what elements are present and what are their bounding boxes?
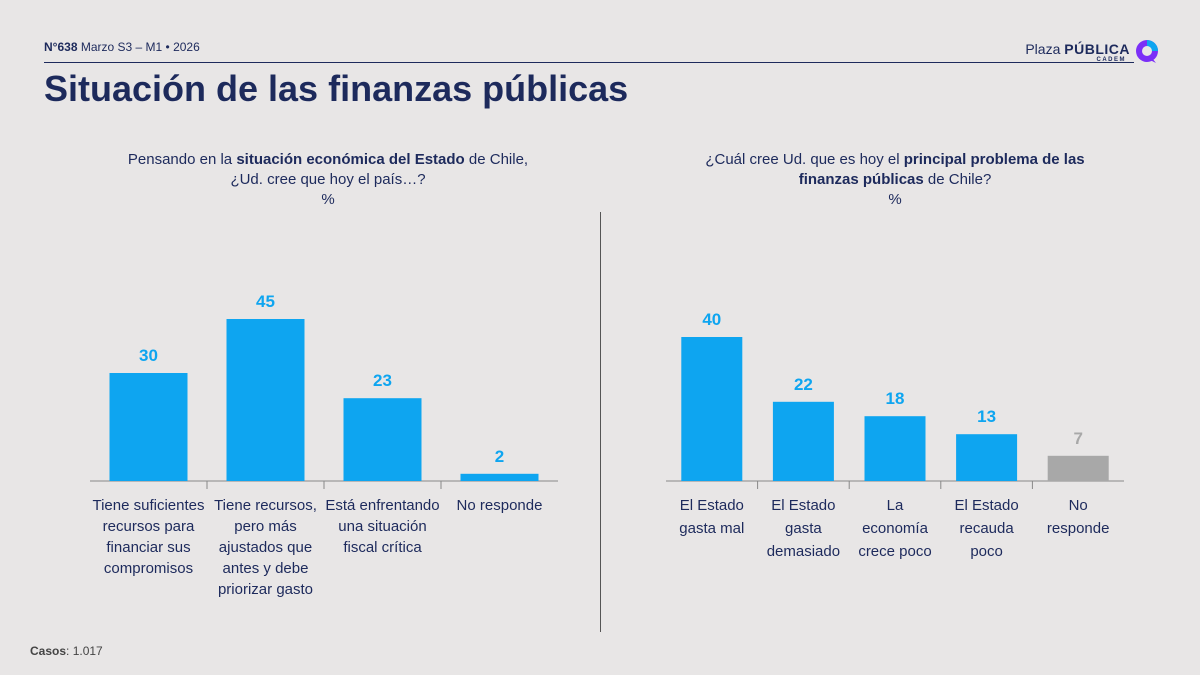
bar bbox=[460, 473, 539, 481]
page-title-regular: Situación de las bbox=[44, 68, 319, 109]
bar bbox=[772, 401, 834, 481]
page-title-bold: finanzas públicas bbox=[328, 68, 629, 109]
header-meta: N°638 Marzo S3 – M1 • 2026 bbox=[44, 40, 200, 54]
bar bbox=[956, 434, 1018, 481]
value-label: 40 bbox=[702, 310, 721, 329]
logo: Plaza PÚBLICA CADEM bbox=[1020, 36, 1160, 68]
value-label: 22 bbox=[794, 375, 813, 394]
category-label: No responde bbox=[457, 497, 543, 514]
bar bbox=[109, 373, 188, 481]
question-left-part2: de Chile, ¿Ud. cree que hoy el país…? bbox=[230, 151, 529, 188]
logo-publica: PÚBLICA bbox=[1064, 41, 1130, 57]
question-right-bold: principal problema de las finanzas públi… bbox=[798, 151, 1085, 188]
category-label: El Estado gasta mal bbox=[679, 497, 744, 537]
question-right-part1: ¿Cuál cree Ud. que es hoy el bbox=[705, 151, 904, 168]
issue-date: Marzo S3 – M1 • 2026 bbox=[80, 40, 200, 54]
casos: Casos: 1.017 bbox=[30, 644, 103, 658]
category-label: No responde bbox=[1047, 497, 1110, 537]
question-right-text: ¿Cuál cree Ud. que es hoy el principal p… bbox=[680, 150, 1110, 190]
bar bbox=[1047, 455, 1109, 481]
value-label: 23 bbox=[373, 371, 392, 390]
header-line bbox=[44, 62, 1134, 63]
question-left-text: Pensando en la situación económica del E… bbox=[118, 150, 538, 190]
value-label: 45 bbox=[256, 292, 275, 311]
category-label: La economía crece poco bbox=[858, 497, 931, 560]
logo-cadem: CADEM bbox=[1096, 57, 1126, 63]
logo-text: Plaza PÚBLICA bbox=[1025, 41, 1130, 57]
value-label: 2 bbox=[495, 447, 504, 466]
logo-mark-icon bbox=[1136, 40, 1158, 63]
question-left: Pensando en la situación económica del E… bbox=[118, 150, 538, 210]
category-label: El Estado gasta demasiado bbox=[767, 497, 840, 560]
value-label: 30 bbox=[139, 346, 158, 365]
question-left-unit: % bbox=[321, 191, 335, 208]
page-title: Situación de las finanzas públicas bbox=[44, 68, 628, 110]
bar bbox=[226, 319, 305, 481]
value-label: 7 bbox=[1073, 429, 1082, 448]
divider bbox=[600, 212, 601, 632]
logo-plaza: Plaza bbox=[1025, 41, 1061, 57]
value-label: 18 bbox=[886, 389, 905, 408]
category-label: Está enfrentando una situación fiscal crít… bbox=[325, 497, 439, 556]
question-left-bold: situación económica del Estado bbox=[236, 151, 465, 168]
category-label: Tiene recursos, pero más ajustados que ante… bbox=[214, 497, 317, 598]
question-right-part2: de Chile? bbox=[923, 171, 992, 188]
value-label: 13 bbox=[977, 407, 996, 426]
chart-left: 30 Tiene suficientes recursos para financia… bbox=[90, 292, 558, 598]
casos-label: Casos bbox=[30, 644, 67, 658]
category-label: El Estado recauda poco bbox=[954, 497, 1018, 560]
question-right-unit: % bbox=[888, 191, 902, 208]
category-label: Tiene suficientes recursos para financiar … bbox=[92, 497, 204, 577]
question-left-part1: Pensando en la bbox=[127, 151, 237, 168]
issue-number: N°638 bbox=[44, 40, 78, 54]
bar bbox=[681, 337, 743, 481]
bar bbox=[343, 398, 422, 481]
question-right: ¿Cuál cree Ud. que es hoy el principal p… bbox=[680, 150, 1110, 210]
bar bbox=[864, 416, 926, 481]
casos-value: : 1.017 bbox=[66, 644, 103, 658]
